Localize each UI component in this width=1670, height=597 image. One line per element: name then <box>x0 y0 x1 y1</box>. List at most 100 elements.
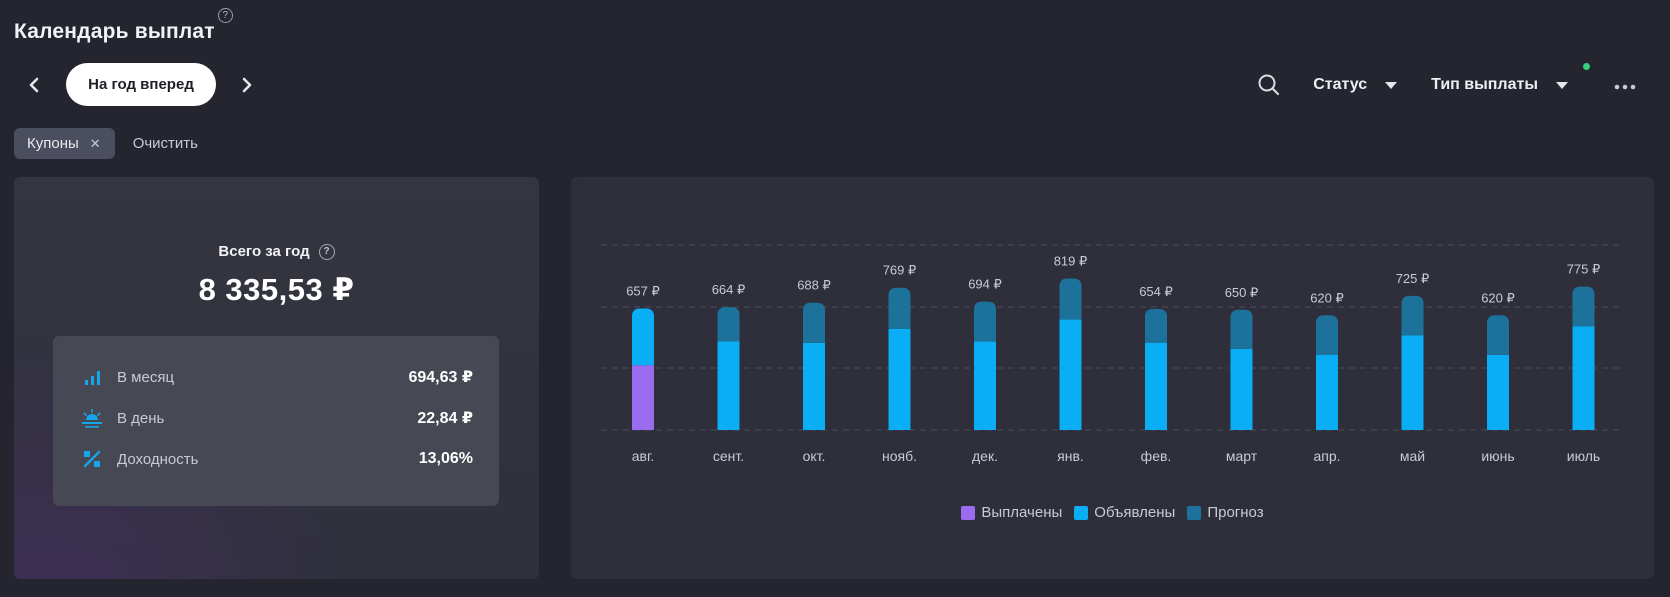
bar-segment-Объявлены[interactable] <box>1230 348 1253 430</box>
x-tick-label: нояб. <box>882 448 917 464</box>
bar-cap <box>888 287 911 296</box>
bar-segment-Объявлены[interactable] <box>1487 354 1509 430</box>
bar-segment-Объявлены[interactable] <box>1059 319 1082 430</box>
prev-period-button[interactable] <box>14 62 54 108</box>
bar-cap <box>1230 309 1253 318</box>
bar-cap <box>632 308 654 317</box>
active-filters: Купоны ✕ Очистить <box>14 128 198 159</box>
status-dropdown[interactable]: Статус <box>1313 76 1398 94</box>
bar-segment-Выплачены[interactable] <box>632 365 654 430</box>
help-icon[interactable]: ? <box>217 8 233 23</box>
legend-swatch <box>1074 505 1089 520</box>
x-tick-label: март <box>1226 448 1258 464</box>
bar-total-label: 775 ₽ <box>1567 262 1601 277</box>
bar-total-label: 620 ₽ <box>1481 290 1515 305</box>
bar-cap <box>1316 315 1338 324</box>
bar-segment-Объявлены[interactable] <box>1316 354 1338 430</box>
bar-total-label: 694 ₽ <box>968 277 1002 292</box>
bar-segment-Прогноз[interactable] <box>1059 284 1082 320</box>
caret-down-icon <box>1385 81 1398 89</box>
bar-total-label: 725 ₽ <box>1396 271 1430 286</box>
bar-cap <box>1145 309 1167 318</box>
stat-row-monthly: В месяц 694,63 ₽ <box>81 365 473 389</box>
next-period-button[interactable] <box>227 62 267 108</box>
total-value: 8 335,53 ₽ <box>198 272 355 307</box>
bar-segment-Прогноз[interactable] <box>803 308 825 343</box>
bar-segment-Объявлены[interactable] <box>1145 342 1167 430</box>
bar-total-label: 657 ₽ <box>626 283 660 298</box>
x-tick-label: май <box>1400 448 1425 464</box>
stat-value: 13,06% <box>418 450 473 467</box>
chart-legend: Выплачены Объявлены Прогноз <box>571 504 1654 521</box>
bar-segment-Объявлены[interactable] <box>717 341 740 430</box>
bar-cap <box>717 307 740 316</box>
x-tick-label: июнь <box>1481 448 1514 464</box>
bar-segment-Прогноз[interactable] <box>1401 301 1424 336</box>
x-tick-label: фев. <box>1141 448 1172 464</box>
bar-total-label: 688 ₽ <box>797 278 831 293</box>
bar-segment-Прогноз[interactable] <box>1572 292 1595 327</box>
period-selector-button[interactable]: На год вперед <box>66 63 216 106</box>
bar-segment-Прогноз[interactable] <box>974 307 996 342</box>
toolbar: Статус Тип выплаты <box>1257 62 1636 108</box>
bar-segment-Объявлены[interactable] <box>1572 326 1595 430</box>
legend-swatch <box>1187 505 1202 520</box>
chevron-left-icon <box>29 77 39 93</box>
x-tick-label: окт. <box>803 448 826 464</box>
caret-down-icon <box>1556 81 1568 89</box>
x-tick-label: июль <box>1567 448 1600 464</box>
close-icon[interactable]: ✕ <box>89 135 101 151</box>
clear-filters-button[interactable]: Очистить <box>132 135 198 152</box>
bar-segment-Прогноз[interactable] <box>1487 321 1509 355</box>
bar-segment-Прогноз[interactable] <box>888 293 911 329</box>
x-tick-label: апр. <box>1313 448 1340 464</box>
chevron-right-icon <box>242 77 252 93</box>
chart-card: 657 ₽ авг. 664 ₽ сент. 688 ₽ окт. 769 ₽ нояб. 69… <box>571 177 1654 579</box>
stat-value: 22,84 ₽ <box>417 410 473 427</box>
bar-segment-Объявлены[interactable] <box>803 342 825 430</box>
stat-label: Доходность <box>117 450 199 468</box>
page-title: Календарь выплат <box>14 20 215 43</box>
search-button[interactable] <box>1257 73 1281 97</box>
x-tick-label: авг. <box>632 448 655 464</box>
bar-cap <box>1572 286 1595 295</box>
stat-value: 694,63 ₽ <box>408 369 473 386</box>
bar-cap <box>1487 315 1509 324</box>
bar-cap <box>1401 295 1424 304</box>
legend-item-forecast[interactable]: Прогноз <box>1187 504 1264 521</box>
bar-segment-Прогноз[interactable] <box>1316 321 1338 355</box>
payout-type-dropdown[interactable]: Тип выплаты <box>1431 63 1590 94</box>
legend-swatch <box>961 505 976 520</box>
bar-total-label: 654 ₽ <box>1139 284 1173 299</box>
status-dropdown-label: Статус <box>1313 76 1368 93</box>
bar-total-label: 664 ₽ <box>712 282 746 297</box>
filter-chip-label: Купоны <box>27 135 79 152</box>
legend-item-paid[interactable]: Выплачены <box>961 504 1062 521</box>
bar-segment-Прогноз[interactable] <box>717 313 740 342</box>
search-icon <box>1258 74 1280 96</box>
legend-label: Объявлены <box>1094 504 1176 521</box>
bar-segment-Объявлены[interactable] <box>888 328 911 430</box>
x-tick-label: дек. <box>972 448 998 464</box>
total-label-row: Всего за год ? <box>14 243 539 260</box>
payout-type-dropdown-label: Тип выплаты <box>1431 76 1538 93</box>
period-navigation: На год вперед Статус Тип выплаты <box>14 62 1654 108</box>
sunrise-icon <box>81 407 103 429</box>
filter-chip-coupons[interactable]: Купоны ✕ <box>14 128 115 159</box>
more-options-button[interactable] <box>1614 84 1636 90</box>
bar-segment-Объявлены[interactable] <box>974 341 996 430</box>
stat-label: В месяц <box>117 368 175 386</box>
summary-card: Всего за год ? 8 335,53 ₽ В месяц 694,63… <box>14 177 539 579</box>
bar-segment-Объявлены[interactable] <box>1401 335 1424 430</box>
bar-chart-icon <box>81 366 103 388</box>
bar-segment-Прогноз[interactable] <box>1145 315 1167 343</box>
active-filter-dot <box>1583 63 1590 70</box>
bar-total-label: 769 ₽ <box>883 263 917 278</box>
x-tick-label: сент. <box>713 448 744 464</box>
help-icon[interactable]: ? <box>318 243 335 260</box>
more-horizontal-icon <box>1614 84 1636 90</box>
bar-segment-Прогноз[interactable] <box>1230 315 1253 349</box>
percent-icon <box>81 448 103 470</box>
bar-segment-Объявлены[interactable] <box>632 314 654 366</box>
legend-item-announced[interactable]: Объявлены <box>1074 504 1175 521</box>
